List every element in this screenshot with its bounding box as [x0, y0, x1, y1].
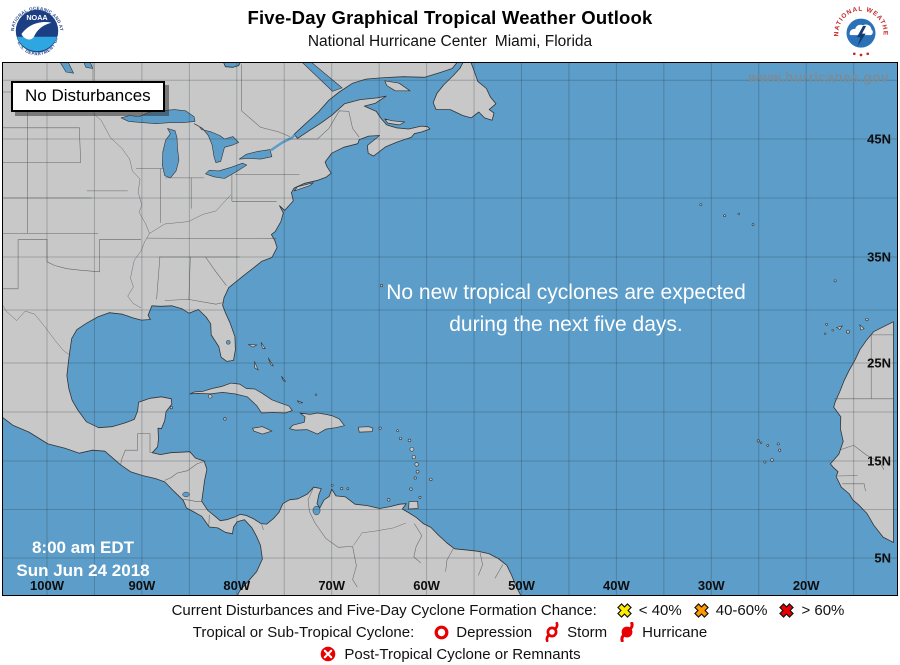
high-chance-label: > 60% — [801, 601, 845, 619]
x-marker-orange-icon — [692, 601, 711, 620]
page-title: Five-Day Graphical Tropical Weather Outl… — [247, 7, 653, 28]
lat-label: 25N — [867, 356, 891, 371]
lon-label: 50W — [508, 578, 535, 593]
hurricane-icon — [617, 622, 637, 642]
lat-label: 35N — [867, 250, 891, 265]
lat-label: 15N — [867, 454, 891, 469]
legend-item-hurricane: Hurricane — [617, 622, 707, 642]
legend-row-formation-chance: Current Disturbances and Five-Day Cyclon… — [58, 599, 900, 621]
legend-item-medium-chance: 40-60% — [692, 601, 768, 620]
low-chance-label: < 40% — [638, 601, 682, 619]
medium-chance-label: 40-60% — [715, 601, 768, 619]
noaa-logo: NATIONAL OCEANIC AND ATMOSPHERIC ADMINIS… — [8, 2, 66, 60]
cyclone-types-label: Tropical or Sub-Tropical Cyclone: — [192, 623, 415, 641]
outlook-message-line1: No new tropical cyclones are expected — [386, 281, 746, 304]
lon-label: 80W — [223, 578, 250, 593]
post-tropical-icon — [319, 645, 337, 663]
lon-label: 70W — [318, 578, 345, 593]
issuance-timestamp: 8:00 am EDT Sun Jun 24 2018 — [13, 536, 153, 582]
post-tropical-label: Post-Tropical Cyclone or Remnants — [344, 645, 581, 663]
lon-label: 20W — [793, 578, 820, 593]
depression-icon — [432, 623, 451, 642]
hurricane-label: Hurricane — [642, 623, 708, 641]
lat-label: 45N — [867, 132, 891, 147]
legend-row-cyclone-types: Tropical or Sub-Tropical Cyclone: Depres… — [0, 621, 900, 643]
legend-item-high-chance: > 60% — [777, 601, 844, 620]
status-badge: No Disturbances — [11, 81, 165, 112]
lon-label: 60W — [413, 578, 440, 593]
basemap-svg: 100W 90W 80W 70W 60W 50W 40W 30W 20W 45N 35N 25N 15N… — [3, 63, 897, 595]
x-marker-red-icon — [777, 601, 796, 620]
hurricanes-gov-watermark: www.hurricanes.gov — [748, 70, 889, 85]
page-subtitle: National Hurricane Center Miami, Florida — [307, 33, 593, 50]
lon-label: 90W — [129, 578, 156, 593]
lon-label: 40W — [603, 578, 630, 593]
lat-label: 5N — [874, 551, 891, 566]
issuance-date: Sun Jun 24 2018 — [16, 561, 150, 580]
storm-label: Storm — [567, 623, 608, 641]
formation-chance-label: Current Disturbances and Five-Day Cyclon… — [171, 601, 597, 619]
lon-label: 100W — [30, 578, 65, 593]
legend-item-low-chance: < 40% — [615, 601, 682, 620]
storm-icon — [542, 622, 562, 642]
x-marker-yellow-icon — [615, 601, 634, 620]
outlook-map: 100W 90W 80W 70W 60W 50W 40W 30W 20W 45N 35N 25N 15N… — [2, 62, 898, 596]
outlook-message-line2: during the next five days. — [449, 313, 683, 336]
outlook-message: No new tropical cyclones are expected du… — [346, 277, 786, 341]
issuance-time: 8:00 am EDT — [31, 538, 135, 557]
legend-item-depression: Depression — [432, 623, 532, 642]
legend: Current Disturbances and Five-Day Cyclon… — [0, 596, 900, 665]
nws-logo: NATIONAL WEATHER SERVICE — [832, 2, 890, 60]
legend-row-post-tropical: Post-Tropical Cyclone or Remnants — [0, 643, 900, 665]
lon-label: 30W — [698, 578, 725, 593]
legend-item-storm: Storm — [542, 622, 607, 642]
depression-label: Depression — [456, 623, 533, 641]
noaa-logo-text: NOAA — [26, 13, 48, 22]
header: NATIONAL OCEANIC AND ATMOSPHERIC ADMINIS… — [0, 0, 900, 62]
